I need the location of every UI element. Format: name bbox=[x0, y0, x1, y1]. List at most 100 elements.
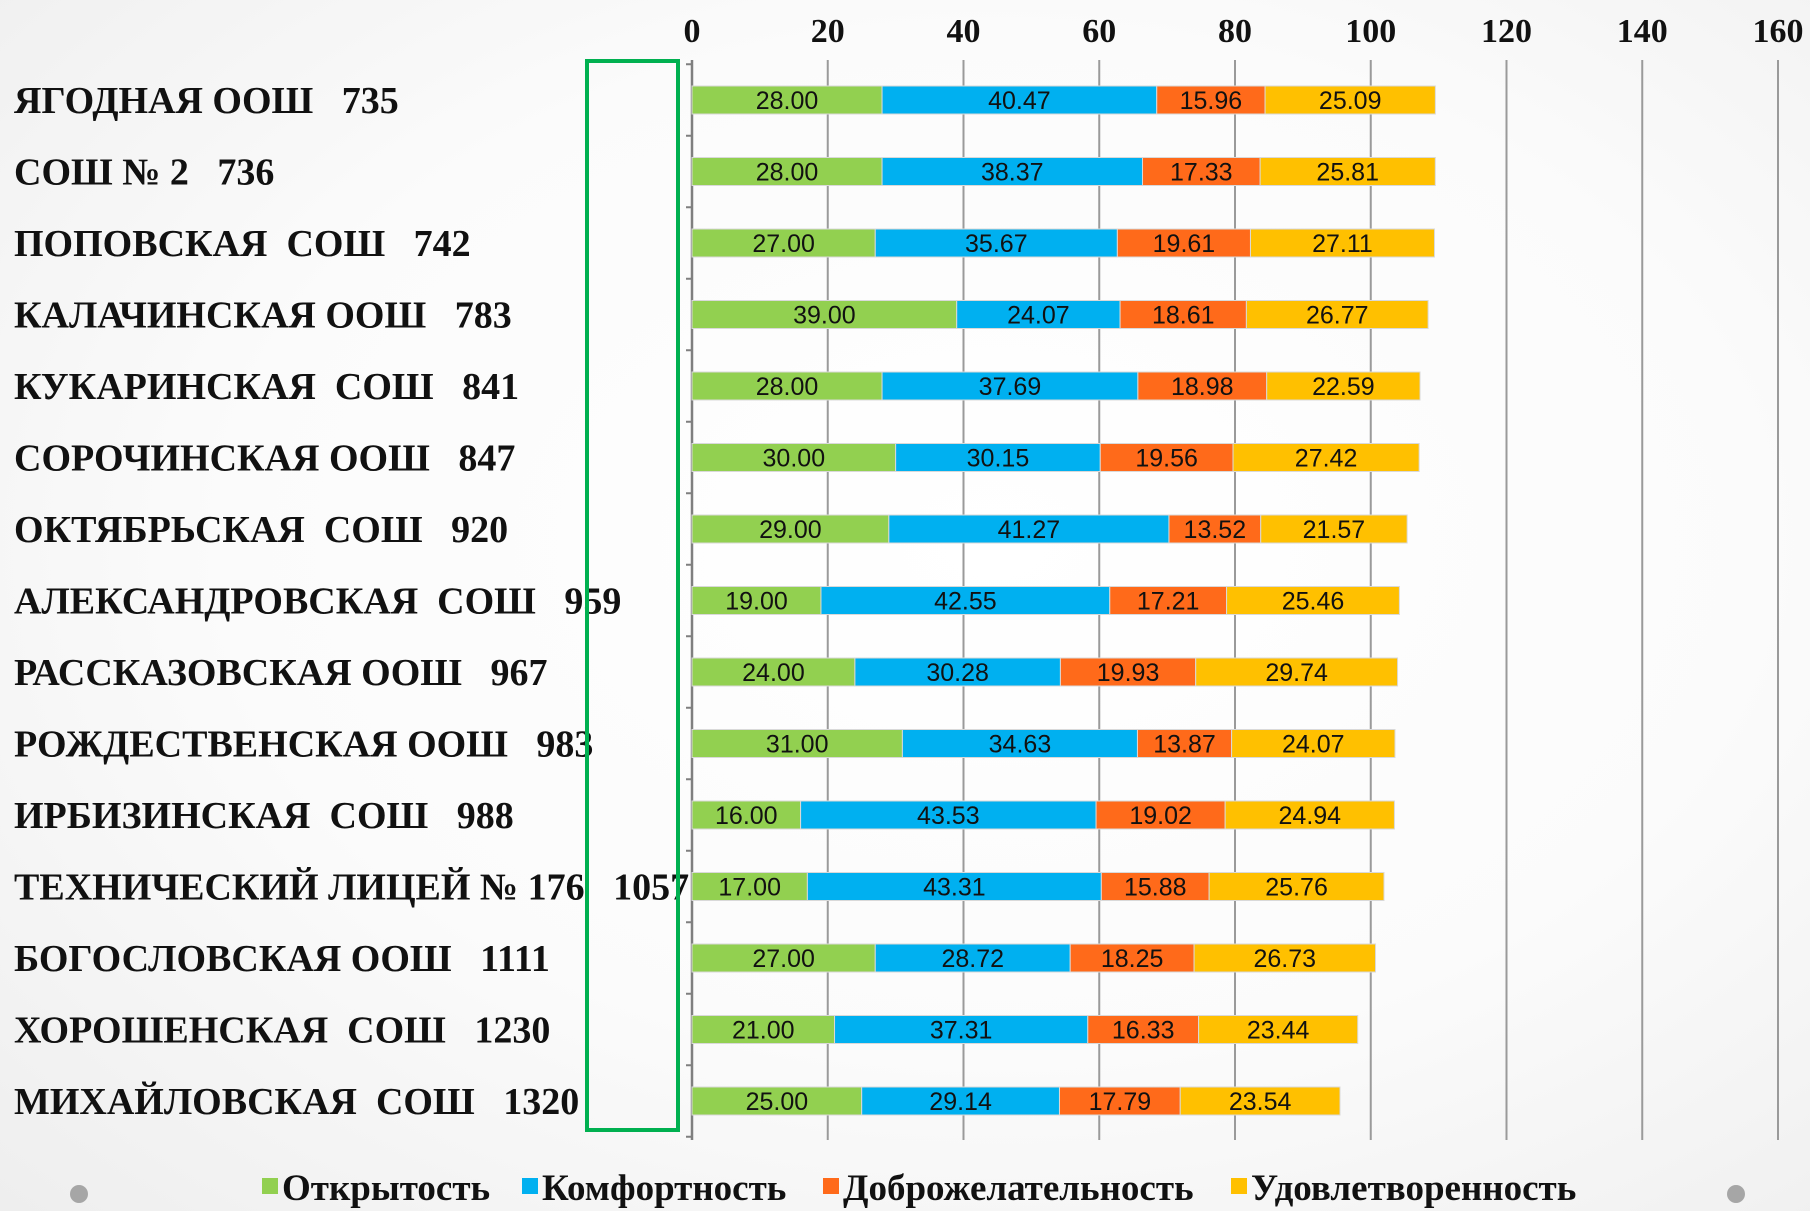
data-label: 27.11 bbox=[1312, 230, 1373, 258]
bar-segment bbox=[1116, 228, 1251, 258]
data-label: 24.94 bbox=[1279, 802, 1342, 830]
bar-segment bbox=[881, 85, 1158, 115]
data-label: 25.81 bbox=[1316, 159, 1379, 187]
category-label: КАЛАЧИНСКАЯ ООШ 783 bbox=[14, 295, 512, 337]
data-label: 39.00 bbox=[793, 302, 856, 330]
data-label: 25.76 bbox=[1265, 874, 1328, 902]
legend-swatch bbox=[522, 1178, 538, 1194]
data-label: 30.28 bbox=[926, 659, 989, 687]
legend-label: Открытость bbox=[282, 1168, 490, 1209]
bar-segment bbox=[691, 586, 822, 615]
x-tick-label: 0 bbox=[684, 13, 701, 50]
bar-segment bbox=[1260, 514, 1408, 544]
data-label: 25.09 bbox=[1319, 87, 1382, 115]
bar-segment bbox=[691, 443, 897, 472]
category-label: РАССКАЗОВСКАЯ ООШ 967 bbox=[14, 652, 548, 694]
legend-label: Удовлетворенность bbox=[1251, 1168, 1576, 1209]
x-tick-label: 120 bbox=[1481, 13, 1532, 50]
data-label: 40.47 bbox=[988, 87, 1051, 115]
data-label: 34.63 bbox=[989, 731, 1052, 759]
bar-segment bbox=[854, 657, 1061, 687]
data-label: 27.00 bbox=[752, 945, 815, 973]
category-label: ПОПОВСКАЯ СОШ 742 bbox=[14, 223, 471, 265]
data-label: 28.00 bbox=[756, 373, 819, 401]
bar-segment bbox=[691, 943, 876, 973]
data-label: 21.00 bbox=[732, 1017, 795, 1045]
data-label: 18.25 bbox=[1101, 945, 1164, 973]
x-tick-label: 40 bbox=[947, 13, 981, 50]
bar-segment bbox=[1232, 443, 1420, 472]
data-label: 31.00 bbox=[766, 731, 829, 759]
legend-swatch bbox=[262, 1178, 278, 1194]
bar-segment bbox=[691, 371, 883, 401]
category-label: ТЕХНИЧЕСКИЙ ЛИЦЕЙ № 176 1057 bbox=[14, 867, 689, 909]
data-label: 17.00 bbox=[718, 874, 781, 902]
category-label: ОКТЯБРЬСКАЯ СОШ 920 bbox=[14, 509, 508, 551]
bar-segment bbox=[874, 228, 1118, 258]
data-label: 19.00 bbox=[725, 588, 788, 616]
highlight-box bbox=[585, 59, 680, 1132]
bar-segment bbox=[1136, 729, 1233, 758]
bar-segment bbox=[691, 800, 802, 830]
category-label: МИХАЙЛОВСКАЯ СОШ 1320 bbox=[14, 1081, 579, 1123]
data-label: 18.61 bbox=[1152, 302, 1215, 330]
bar-segment bbox=[1059, 657, 1197, 687]
data-label: 16.00 bbox=[715, 802, 778, 830]
bar-segment bbox=[1245, 300, 1429, 329]
data-label: 26.73 bbox=[1254, 945, 1317, 973]
bar-segment bbox=[1266, 371, 1421, 401]
bar-segment bbox=[834, 1015, 1089, 1044]
bar-segment bbox=[1249, 228, 1435, 258]
data-label: 25.46 bbox=[1282, 588, 1345, 616]
x-tick-label: 140 bbox=[1617, 13, 1668, 50]
bar-segment bbox=[820, 586, 1111, 615]
data-label: 27.42 bbox=[1295, 445, 1358, 473]
bar-segment bbox=[1087, 1015, 1200, 1044]
data-label: 37.31 bbox=[930, 1017, 993, 1045]
category-label: СОРОЧИНСКАЯ ООШ 847 bbox=[14, 438, 515, 480]
bar-segment bbox=[691, 1086, 863, 1116]
bar-segment bbox=[1069, 943, 1195, 973]
data-label: 17.33 bbox=[1170, 159, 1233, 187]
data-label: 30.15 bbox=[967, 445, 1030, 473]
bar-segment bbox=[691, 85, 883, 115]
bar-segment bbox=[1119, 300, 1247, 329]
x-tick-label: 80 bbox=[1218, 13, 1252, 50]
data-label: 17.79 bbox=[1089, 1088, 1152, 1116]
data-label: 19.93 bbox=[1097, 659, 1160, 687]
bar-segment bbox=[1141, 157, 1261, 186]
x-tick-label: 100 bbox=[1345, 13, 1396, 50]
bar-segment bbox=[1156, 85, 1266, 115]
data-label: 24.00 bbox=[742, 659, 805, 687]
legend-swatch bbox=[1231, 1178, 1247, 1194]
data-label: 37.69 bbox=[979, 373, 1042, 401]
bar-segment bbox=[1226, 586, 1400, 615]
bar-segment bbox=[1168, 514, 1262, 544]
data-label: 15.96 bbox=[1180, 87, 1243, 115]
category-label: БОГОСЛОВСКАЯ ООШ 1111 bbox=[14, 938, 550, 980]
bar-segment bbox=[691, 872, 808, 901]
x-tick-label: 160 bbox=[1753, 13, 1804, 50]
data-label: 27.00 bbox=[752, 230, 815, 258]
bar-segment bbox=[1224, 800, 1395, 830]
data-label: 13.87 bbox=[1153, 731, 1216, 759]
data-label: 26.77 bbox=[1306, 302, 1369, 330]
data-label: 23.54 bbox=[1229, 1088, 1292, 1116]
bar-segment bbox=[691, 300, 958, 329]
legend-swatch bbox=[823, 1178, 839, 1194]
bars: 28.00 40.47 15.96 25.09 28.00 38.37 17.33 25.81… bbox=[691, 85, 1436, 1116]
x-tick-label: 20 bbox=[811, 13, 845, 50]
bar-segment bbox=[881, 371, 1139, 401]
data-label: 13.52 bbox=[1184, 516, 1247, 544]
slide-dot-right bbox=[1727, 1185, 1745, 1203]
category-labels: ЯГОДНАЯ ООШ 735 СОШ № 2 736 ПОПОВСКАЯ СОШ … bbox=[14, 80, 689, 1123]
bar-segment bbox=[1195, 657, 1399, 687]
bar-segment bbox=[888, 514, 1170, 544]
data-label: 21.57 bbox=[1303, 516, 1366, 544]
data-label: 19.56 bbox=[1135, 445, 1198, 473]
data-label: 28.00 bbox=[756, 159, 819, 187]
bar-segment bbox=[1179, 1086, 1341, 1116]
bar-segment bbox=[1099, 443, 1234, 472]
category-label: РОЖДЕСТВЕНСКАЯ ООШ 983 bbox=[14, 724, 593, 766]
